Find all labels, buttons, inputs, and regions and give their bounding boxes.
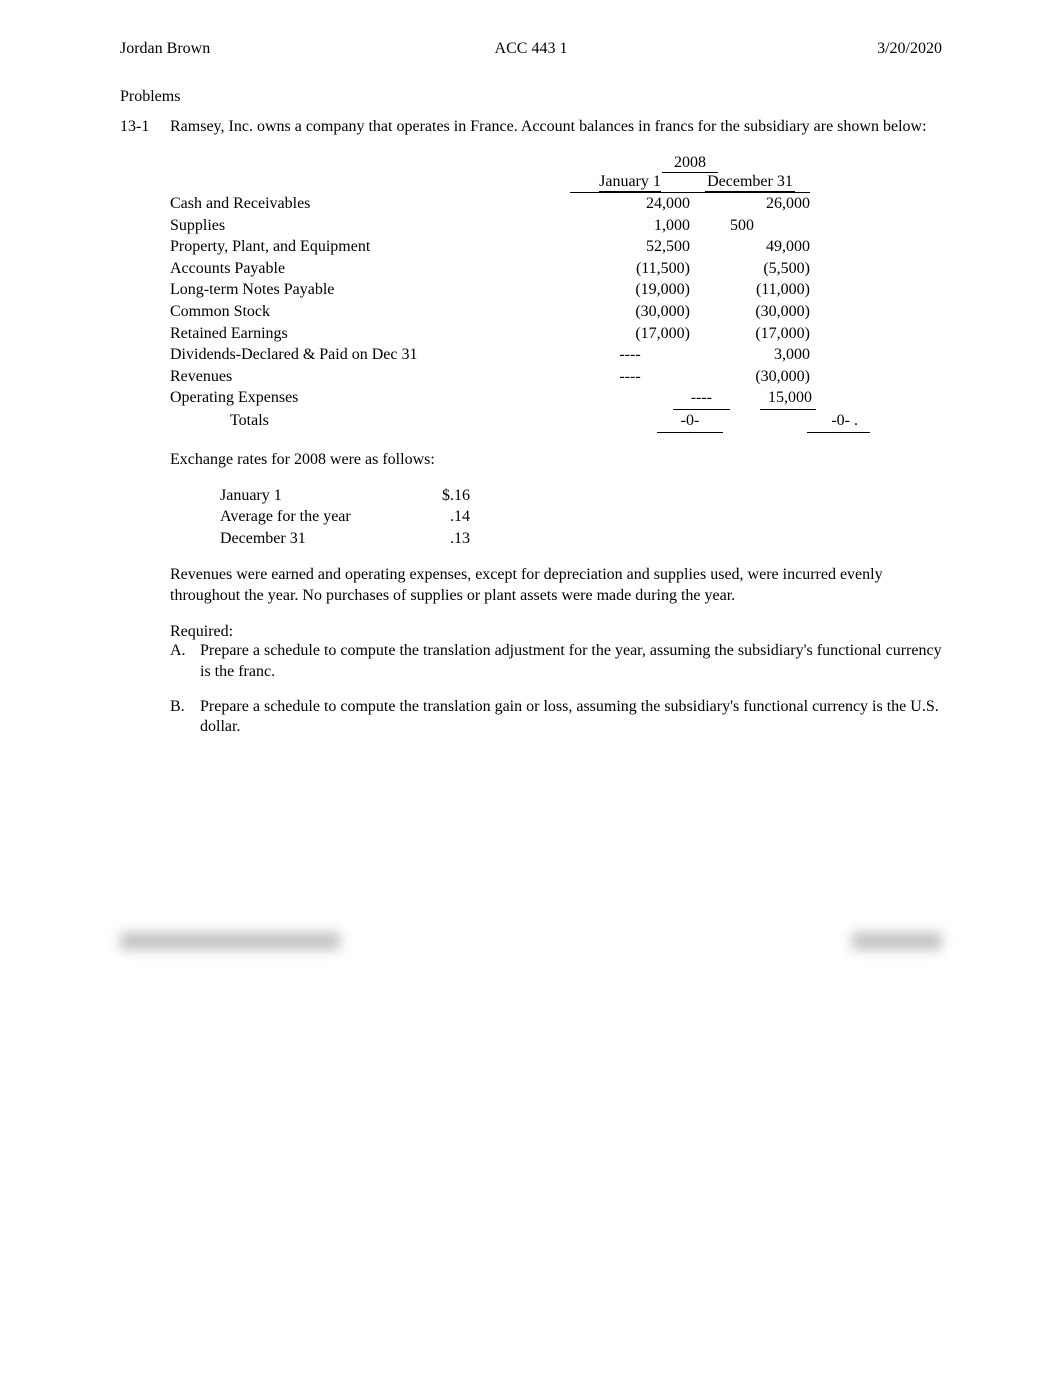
row-label: Revenues: [170, 366, 570, 388]
rates-row: Average for the year .14: [220, 506, 942, 528]
rates-val: .14: [420, 506, 470, 528]
row-c1: 52,500: [570, 236, 690, 258]
table-row: Retained Earnings (17,000) (17,000): [170, 323, 942, 345]
totals-row: Totals -0- -0- .: [170, 410, 942, 433]
row-c1: ----: [570, 344, 690, 366]
row-label: Common Stock: [170, 301, 570, 323]
problem-number: 13-1: [120, 118, 170, 752]
rates-label: January 1: [220, 485, 420, 507]
page: Jordan Brown ACC 443 1 3/20/2020 Problem…: [0, 0, 1062, 1010]
problem-block: 13-1 Ramsey, Inc. owns a company that op…: [120, 118, 942, 752]
table-row: Supplies 1,000 500: [170, 215, 942, 237]
row-c2: 26,000: [690, 193, 810, 215]
row-label: Long-term Notes Payable: [170, 279, 570, 301]
row-c2: 15,000: [760, 387, 816, 410]
row-c1: (30,000): [570, 301, 690, 323]
row-c2: 500: [690, 215, 850, 237]
rates-row: January 1 $.16: [220, 485, 942, 507]
problem-body: Ramsey, Inc. owns a company that operate…: [170, 118, 942, 752]
row-c2: (30,000): [690, 301, 810, 323]
section-title: Problems: [120, 88, 942, 106]
row-label: Property, Plant, and Equipment: [170, 236, 570, 258]
problem-note: Revenues were earned and operating expen…: [170, 565, 942, 607]
table-row: Long-term Notes Payable (19,000) (11,000…: [170, 279, 942, 301]
course-code: ACC 443 1: [394, 40, 668, 58]
row-c1: (19,000): [570, 279, 690, 301]
rates-label: Average for the year: [220, 506, 420, 528]
rates-row: December 31 .13: [220, 528, 942, 550]
row-c1: ----: [673, 387, 730, 410]
rates-intro: Exchange rates for 2008 were as follows:: [170, 451, 942, 469]
blur-right: [852, 932, 942, 950]
year-header: 2008: [662, 154, 718, 173]
document-date: 3/20/2020: [668, 40, 942, 58]
row-c2: 3,000: [690, 344, 810, 366]
author-name: Jordan Brown: [120, 40, 394, 58]
req-text: Prepare a schedule to compute the transl…: [200, 697, 942, 739]
totals-label: Totals: [170, 410, 630, 433]
row-c1: (11,500): [570, 258, 690, 280]
row-c2: (17,000): [690, 323, 810, 345]
rates-label: December 31: [220, 528, 420, 550]
row-label: Dividends-Declared & Paid on Dec 31: [170, 344, 570, 366]
requirement-item: A. Prepare a schedule to compute the tra…: [170, 641, 942, 683]
rates-table: January 1 $.16 Average for the year .14 …: [220, 485, 942, 550]
row-label: Cash and Receivables: [170, 193, 570, 215]
row-label: Supplies: [170, 215, 570, 237]
blurred-footer: [120, 932, 942, 950]
rates-val: $.16: [420, 485, 470, 507]
row-label: Operating Expenses: [170, 387, 570, 410]
row-c2: (30,000): [690, 366, 810, 388]
col2-header: December 31: [705, 173, 795, 192]
page-header: Jordan Brown ACC 443 1 3/20/2020: [120, 40, 942, 58]
blur-left: [120, 932, 340, 950]
row-c2: (11,000): [690, 279, 810, 301]
balance-table: 2008 January 1 December 31 Cash and Rece…: [170, 154, 942, 433]
row-c1: (17,000): [570, 323, 690, 345]
table-row: Cash and Receivables 24,000 26,000: [170, 193, 942, 215]
required-label: Required:: [170, 623, 942, 641]
row-label: Retained Earnings: [170, 323, 570, 345]
req-letter: B.: [170, 697, 200, 739]
table-row: Accounts Payable (11,500) (5,500): [170, 258, 942, 280]
column-headers: January 1 December 31: [170, 173, 942, 193]
table-row: Dividends-Declared & Paid on Dec 31 ----…: [170, 344, 942, 366]
row-c2: 49,000: [690, 236, 810, 258]
col1-header: January 1: [599, 173, 661, 192]
table-row: Operating Expenses ---- 15,000: [170, 387, 942, 410]
table-row: Revenues ---- (30,000): [170, 366, 942, 388]
requirement-item: B. Prepare a schedule to compute the tra…: [170, 697, 942, 739]
table-row: Common Stock (30,000) (30,000): [170, 301, 942, 323]
problem-intro: Ramsey, Inc. owns a company that operate…: [170, 118, 942, 136]
row-c1: ----: [570, 366, 690, 388]
totals-c2: -0- .: [807, 410, 870, 433]
totals-c1: -0-: [657, 410, 724, 433]
row-label: Accounts Payable: [170, 258, 570, 280]
req-text: Prepare a schedule to compute the transl…: [200, 641, 942, 683]
rates-val: .13: [420, 528, 470, 550]
row-c1: 1,000: [570, 215, 690, 237]
table-row: Property, Plant, and Equipment 52,500 49…: [170, 236, 942, 258]
row-c2: (5,500): [690, 258, 810, 280]
row-c1: 24,000: [570, 193, 690, 215]
req-letter: A.: [170, 641, 200, 683]
